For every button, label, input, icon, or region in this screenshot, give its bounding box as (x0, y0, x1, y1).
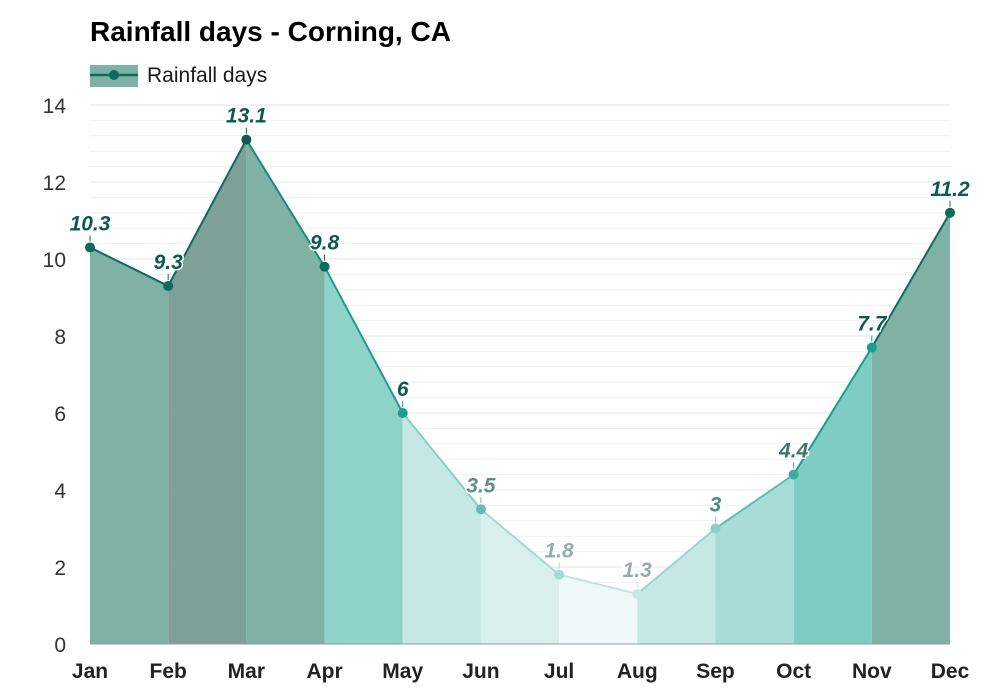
data-point[interactable] (554, 569, 565, 580)
data-label: 3.5 (466, 474, 496, 497)
x-tick-label: Feb (150, 660, 187, 683)
data-label: 1.8 (544, 540, 574, 563)
legend[interactable]: Rainfall days (90, 64, 267, 87)
series-line-segment (323, 266, 404, 414)
area-segment (480, 509, 560, 644)
y-tick-label: 4 (54, 480, 66, 503)
data-point[interactable] (397, 408, 408, 418)
data-point[interactable] (475, 504, 486, 515)
x-tick-label: Dec (931, 660, 970, 683)
data-label: 4.4 (778, 440, 809, 463)
area-segment (871, 212, 950, 645)
data-label: 11.2 (930, 178, 970, 201)
series-line-segment (792, 347, 873, 476)
x-tick-label: Aug (617, 660, 658, 683)
data-label: 13.1 (226, 105, 267, 128)
area-segment (637, 528, 716, 644)
y-tick-label: 8 (54, 326, 66, 349)
x-tick-label: May (382, 660, 423, 683)
x-tick-label: Mar (228, 660, 265, 683)
axis-layer: 0 2 4 6 8 10 12 14 Jan Feb Mar Apr May Jun Jul Aug Sep Oc… (43, 95, 970, 683)
series-line-segment (401, 412, 482, 510)
data-label-layer: 10.3 9.3 13.1 9.8 6 3.5 1.8 1.3 3 4.4 7.7 11.2 (68, 103, 971, 583)
data-point[interactable] (241, 134, 252, 145)
data-label: 10.3 (70, 212, 111, 235)
x-tick-label: Apr (306, 660, 342, 683)
series-line-segment (480, 508, 560, 576)
data-point[interactable] (710, 523, 721, 534)
area-segment (246, 139, 325, 644)
legend-label: Rainfall days (147, 64, 267, 87)
legend-marker (109, 70, 119, 80)
x-tick-label: Sep (696, 660, 735, 683)
data-label: 1.3 (623, 559, 653, 582)
point-layer (85, 127, 955, 599)
area-segment (90, 247, 169, 644)
x-tick-label: Oct (776, 660, 811, 683)
data-label: 9.8 (310, 232, 340, 255)
series-line-segment (714, 473, 795, 530)
area-segment (715, 474, 794, 644)
line-layer (89, 139, 951, 595)
series-line-segment (636, 527, 717, 595)
series-line-segment (89, 246, 169, 287)
area-segment (168, 139, 247, 644)
area-segment (402, 413, 481, 644)
data-point[interactable] (866, 342, 877, 353)
data-point[interactable] (788, 469, 799, 480)
x-tick-label: Nov (852, 660, 892, 683)
data-label: 9.3 (154, 251, 184, 274)
x-tick-label: Jul (544, 660, 574, 683)
series-line-segment (167, 139, 248, 287)
x-tick-label: Jun (462, 660, 499, 683)
x-tick-label: Jan (72, 660, 108, 683)
data-point[interactable] (632, 588, 643, 599)
series-line-segment (558, 573, 638, 595)
data-label: 7.7 (857, 313, 888, 336)
area-segment (793, 347, 872, 644)
data-label: 6 (397, 378, 409, 401)
series-line-segment (245, 139, 326, 268)
series-line-segment (870, 212, 951, 349)
area-segment (559, 574, 638, 644)
chart-title: Rainfall days - Corning, CA (90, 16, 451, 47)
data-point[interactable] (319, 261, 330, 272)
area-segment (324, 266, 403, 644)
y-tick-label: 10 (43, 249, 66, 272)
data-point[interactable] (945, 207, 955, 218)
y-tick-label: 12 (43, 172, 66, 195)
area-layer (90, 139, 950, 645)
data-point[interactable] (85, 242, 95, 253)
y-tick-label: 2 (54, 557, 66, 580)
y-tick-label: 6 (54, 403, 66, 426)
data-point[interactable] (163, 280, 174, 291)
y-tick-label: 0 (54, 634, 66, 657)
y-tick-label: 14 (43, 95, 67, 118)
data-label: 3 (710, 494, 722, 517)
